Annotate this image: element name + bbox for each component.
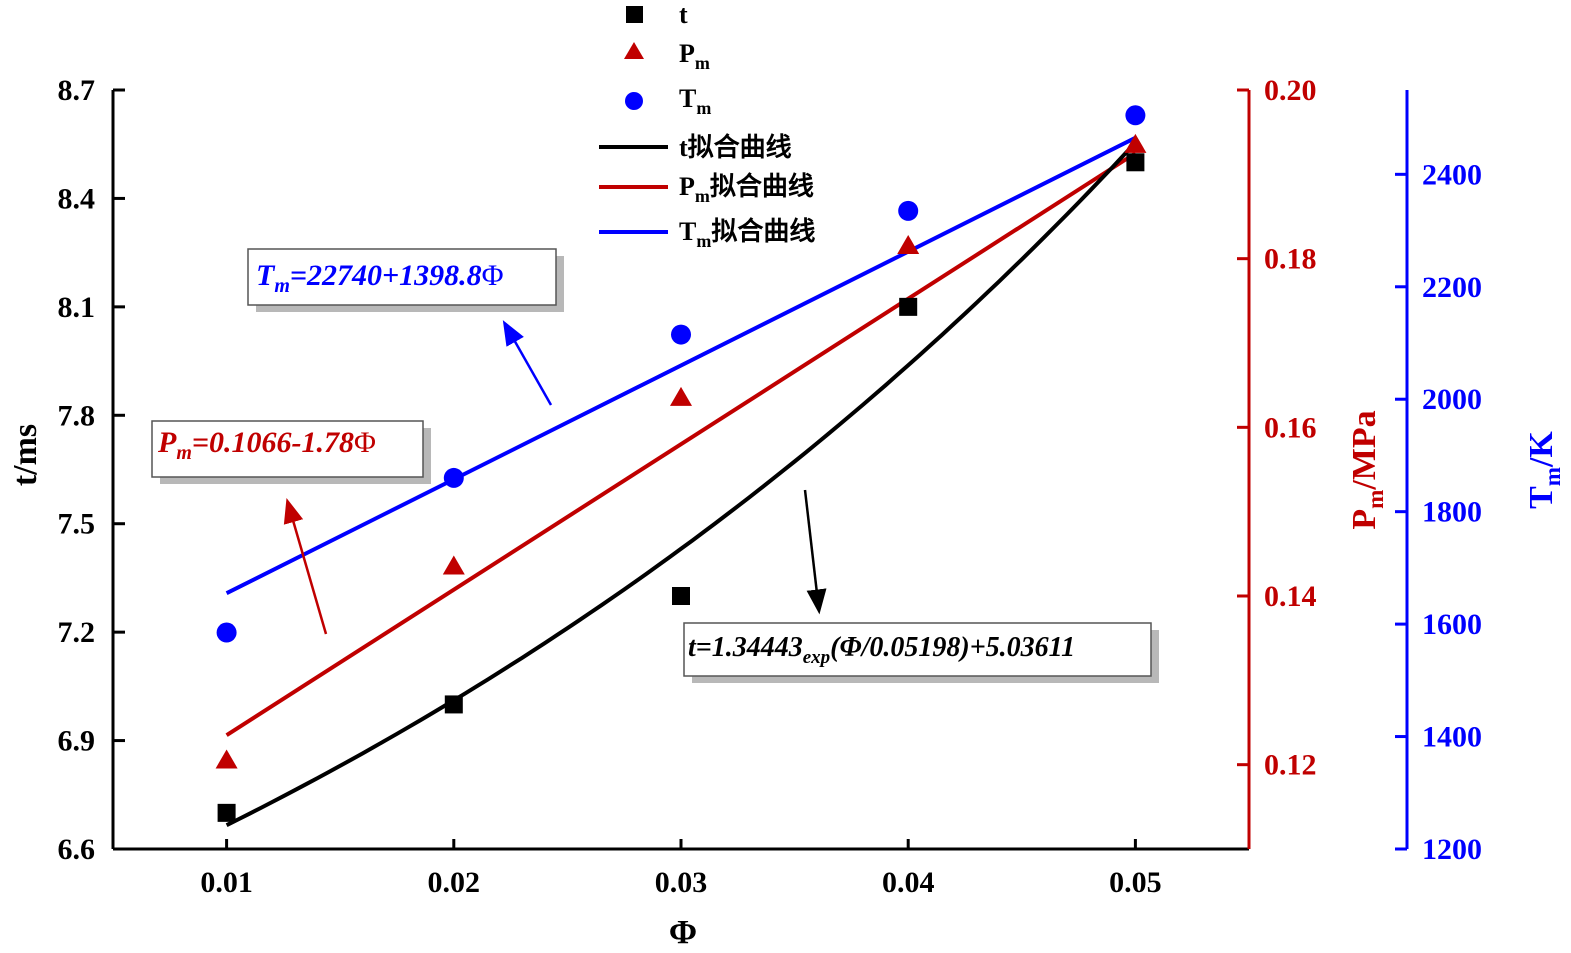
- pm-axis-tick-label: 0.20: [1264, 74, 1317, 107]
- pm-equation-box: Pm=0.1066-1.78Φ: [151, 420, 431, 484]
- tm-axis-tick-label: 1600: [1422, 608, 1482, 641]
- legend: t Pm Tm t拟合曲线 Pm拟合曲线 Tm拟合曲线: [599, 0, 815, 251]
- tm-axis-ticks: 1200 1400 1600 1800 2000 2200 2400: [1395, 158, 1482, 866]
- legend-label-tm-fit: Tm拟合曲线: [679, 216, 815, 251]
- pm-data-point: [442, 555, 465, 575]
- tm-data-point: [216, 622, 237, 643]
- pm-data-point: [1124, 133, 1147, 153]
- legend-marker-t: [626, 6, 643, 23]
- left-axis-tick-label: 6.9: [58, 725, 96, 758]
- legend-label-t: t: [679, 0, 688, 29]
- t-data-point: [899, 297, 918, 316]
- legend-label-tm: Tm: [679, 84, 711, 118]
- tm-axis-title: Tm/K: [1523, 431, 1565, 509]
- left-axis-tick-label: 8.7: [58, 74, 96, 107]
- legend-label-pm-fit: Pm拟合曲线: [679, 171, 814, 206]
- t-data-point: [1126, 153, 1145, 172]
- pm-axis-tick-label: 0.14: [1264, 580, 1317, 613]
- t-data-point: [672, 587, 690, 605]
- tm-data-point: [1125, 105, 1146, 126]
- x-axis-title: Φ: [669, 914, 697, 951]
- tm-axis-tick-label: 2200: [1422, 271, 1482, 304]
- pm-axis-tick-label: 0.12: [1264, 749, 1317, 782]
- pm-axis-tick-label: 0.18: [1264, 243, 1317, 276]
- legend-marker-tm: [625, 92, 643, 110]
- pm-data-point: [897, 235, 920, 255]
- tm-annotation-arrow: [502, 320, 553, 406]
- pm-axis-title: Pm/MPa: [1346, 410, 1388, 529]
- x-tick-label: 0.02: [428, 866, 481, 899]
- pm-data-point: [215, 749, 238, 769]
- left-axis-tick-label: 7.8: [58, 399, 96, 432]
- t-data-point: [217, 803, 236, 822]
- svg-text:Pm=0.1066-1.78Φ: Pm=0.1066-1.78Φ: [157, 426, 376, 464]
- x-tick-label: 0.04: [882, 866, 935, 899]
- left-axis-tick-label: 8.4: [58, 182, 96, 215]
- tm-axis-tick-label: 1200: [1422, 833, 1482, 866]
- left-axis-tick-label: 7.5: [58, 508, 96, 541]
- t-fit-curve: [225, 141, 1137, 827]
- svg-text:t=1.34443exp(Φ/0.05198)+5.0361: t=1.34443exp(Φ/0.05198)+5.03611: [688, 632, 1075, 668]
- left-axis-title: t/ms: [7, 424, 44, 486]
- x-tick-label: 0.01: [200, 866, 253, 899]
- tm-axis-tick-label: 2000: [1422, 383, 1482, 416]
- data-markers: [215, 105, 1147, 822]
- legend-label-t-fit: t拟合曲线: [679, 132, 792, 162]
- x-ticks: 0.01 0.02 0.03 0.04 0.05: [200, 839, 1162, 899]
- x-tick-label: 0.03: [655, 866, 708, 899]
- tm-data-point: [671, 324, 691, 345]
- pm-axis-tick-label: 0.16: [1264, 411, 1317, 444]
- tm-axis-tick-label: 1800: [1422, 496, 1482, 529]
- pm-annotation-arrow: [283, 497, 328, 635]
- t-annotation-arrow: [803, 489, 827, 615]
- t-data-point: [444, 695, 463, 714]
- pm-fit-line: [225, 151, 1137, 737]
- tm-data-point: [443, 467, 464, 488]
- left-axis-ticks: 6.6 6.9 7.2 7.5 7.8 8.1 8.4 8.7: [58, 74, 125, 866]
- pm-data-point: [670, 386, 692, 406]
- svg-text:Tm=22740+1398.8Φ: Tm=22740+1398.8Φ: [256, 259, 504, 297]
- left-axis-tick-label: 8.1: [58, 291, 96, 324]
- tm-equation-box: Tm=22740+1398.8Φ: [247, 248, 564, 312]
- tm-axis-tick-label: 1400: [1422, 721, 1482, 754]
- tm-axis-tick-label: 2400: [1422, 158, 1482, 191]
- pm-axis-ticks: 0.12 0.14 0.16 0.18 0.20: [1237, 74, 1317, 782]
- left-axis-tick-label: 7.2: [58, 616, 96, 649]
- tm-data-point: [898, 200, 919, 221]
- t-equation-box: t=1.34443exp(Φ/0.05198)+5.03611: [683, 622, 1159, 683]
- left-axis-tick-label: 6.6: [58, 833, 96, 866]
- tm-fit-line: [225, 136, 1137, 595]
- x-tick-label: 0.05: [1109, 866, 1162, 899]
- legend-label-pm: Pm: [679, 39, 710, 73]
- legend-marker-pm: [624, 42, 644, 59]
